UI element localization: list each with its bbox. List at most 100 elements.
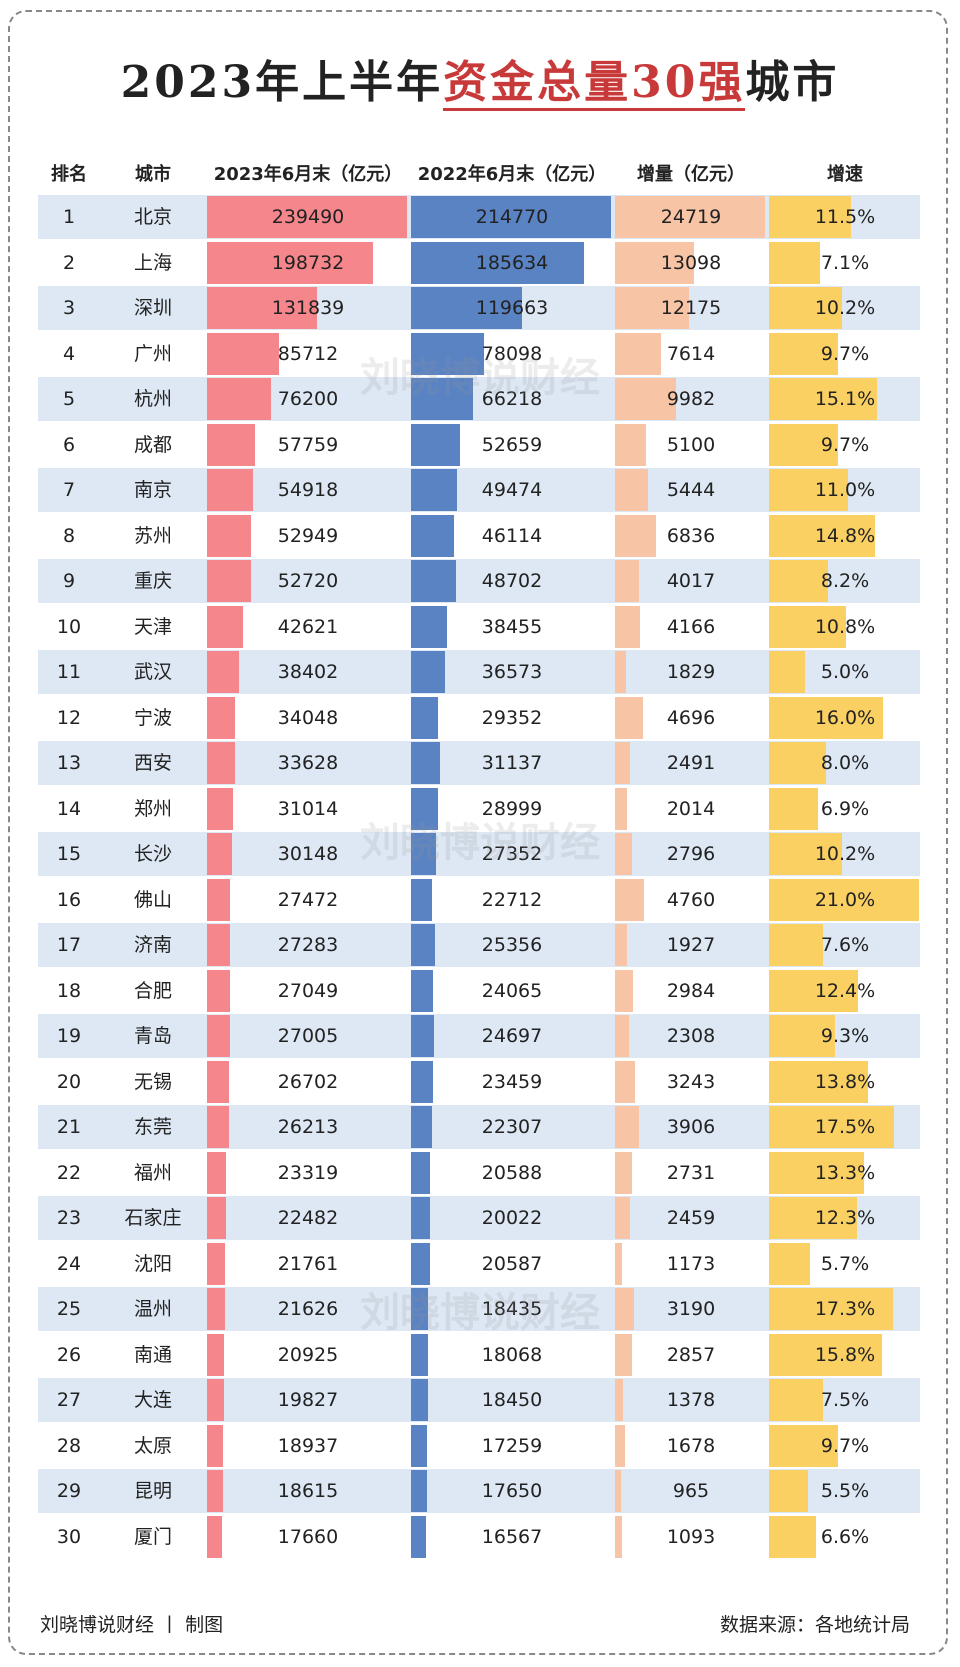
value-2023: 27283 <box>277 934 339 956</box>
data-bar <box>411 1151 431 1194</box>
data-bar <box>615 1151 632 1194</box>
watermark: 刘晓博说财经 <box>360 1290 600 1336</box>
increment: 1378 <box>666 1389 716 1411</box>
title: 2023年上半年资金总量30强城市 <box>0 46 960 111</box>
data-bar <box>615 969 634 1012</box>
value-2023: 38402 <box>277 661 339 683</box>
data-bar <box>769 651 805 693</box>
data-bar <box>769 1242 810 1285</box>
growth-rate: 7.5% <box>820 1389 870 1411</box>
city: 无锡 <box>133 1070 172 1093</box>
data-bar <box>615 1015 629 1057</box>
data-bar <box>769 696 884 739</box>
increment: 5444 <box>666 479 716 501</box>
table-row: 26 南通 20925 18068 2857 15.8% <box>38 1332 920 1377</box>
value-2022: 185634 <box>475 251 549 274</box>
city: 西安 <box>133 752 172 774</box>
rank: 2 <box>62 251 76 274</box>
data-bar <box>615 560 640 602</box>
column-header: 2022年6月末（亿元） <box>417 164 607 185</box>
data-bar <box>411 833 437 875</box>
data-bar <box>411 514 454 557</box>
data-bar <box>411 1515 427 1558</box>
city: 南通 <box>133 1343 172 1366</box>
value-2023: 17660 <box>277 1525 339 1548</box>
table-row: 13 西安 33628 31137 2491 8.0% <box>38 741 920 785</box>
value-2023: 27049 <box>277 979 339 1002</box>
data-bar <box>207 1106 229 1148</box>
data-bar <box>769 1515 817 1558</box>
city: 成都 <box>133 433 172 456</box>
data-bar <box>411 423 461 466</box>
data-bar <box>615 332 662 375</box>
data-bar <box>207 332 279 375</box>
rank: 25 <box>56 1298 82 1320</box>
city: 大连 <box>133 1389 172 1411</box>
data-bar <box>411 1424 428 1467</box>
data-bar <box>769 1197 857 1239</box>
rank: 17 <box>56 934 82 956</box>
growth-rate: 6.6% <box>820 1525 870 1548</box>
column-header: 2023年6月末（亿元） <box>213 164 403 185</box>
rank: 6 <box>62 433 76 456</box>
rank: 27 <box>56 1389 82 1411</box>
value-2022: 28999 <box>481 797 543 820</box>
increment: 7614 <box>666 342 716 365</box>
table-row: 6 成都 57759 52659 5100 9.7% <box>38 422 920 467</box>
increment: 3906 <box>666 1116 716 1138</box>
growth-rate: 13.3% <box>814 1161 876 1184</box>
growth-rate: 9.7% <box>820 342 870 365</box>
data-bar <box>769 1106 894 1148</box>
data-bar <box>769 1379 823 1421</box>
growth-rate: 6.9% <box>820 797 870 820</box>
data-bar <box>207 651 240 693</box>
data-bar <box>207 1515 222 1558</box>
data-bar <box>615 605 641 648</box>
data-bar <box>769 1470 809 1512</box>
value-2023: 30148 <box>277 843 339 865</box>
value-2022: 20588 <box>481 1161 543 1184</box>
table-row: 3 深圳 131839 119663 12175 10.2% <box>38 286 920 330</box>
data-bar <box>615 1379 624 1421</box>
data-bar <box>207 241 373 284</box>
value-2023: 21761 <box>277 1252 339 1275</box>
table-row: 12 宁波 34048 29352 4696 16.0% <box>38 695 920 740</box>
table-row: 14 郑州 31014 28999 2014 6.9% <box>38 786 920 831</box>
city: 郑州 <box>133 797 172 820</box>
growth-rate: 5.7% <box>820 1252 870 1275</box>
data-bar <box>615 1288 635 1330</box>
data-bar <box>769 1015 836 1057</box>
table-row: 11 武汉 38402 36573 1829 5.0% <box>38 650 920 694</box>
rank: 4 <box>62 342 76 365</box>
growth-rate: 12.4% <box>814 979 876 1002</box>
data-bar <box>411 241 584 284</box>
data-bar <box>615 1333 633 1376</box>
value-2023: 52720 <box>277 570 339 592</box>
value-2023: 23319 <box>277 1161 339 1184</box>
table-row: 15 长沙 30148 27352 2796 10.2% <box>38 832 920 876</box>
increment: 5100 <box>666 433 716 456</box>
data-bar <box>769 378 877 420</box>
table-row: 17 济南 27283 25356 1927 7.6% <box>38 923 920 967</box>
growth-rate: 9.3% <box>820 1025 870 1047</box>
city: 上海 <box>133 251 172 274</box>
rank: 26 <box>56 1343 82 1366</box>
data-bar <box>411 1242 431 1285</box>
table-row: 22 福州 23319 20588 2731 13.3% <box>38 1150 920 1195</box>
growth-rate: 10.8% <box>814 615 876 638</box>
data-bar <box>207 560 252 602</box>
growth-rate: 13.8% <box>814 1070 876 1093</box>
growth-rate: 8.2% <box>820 570 870 592</box>
title-part: 城市 <box>745 57 840 108</box>
increment: 965 <box>672 1480 710 1502</box>
increment: 12175 <box>660 297 722 319</box>
rank: 12 <box>56 706 82 729</box>
value-2023: 22482 <box>277 1207 339 1229</box>
value-2023: 76200 <box>277 388 339 410</box>
value-2023: 131839 <box>271 297 345 319</box>
growth-rate: 8.0% <box>820 752 870 774</box>
column-header: 排名 <box>51 164 87 185</box>
data-bar <box>411 651 446 693</box>
data-bar <box>615 924 627 966</box>
value-2023: 198732 <box>271 251 345 274</box>
